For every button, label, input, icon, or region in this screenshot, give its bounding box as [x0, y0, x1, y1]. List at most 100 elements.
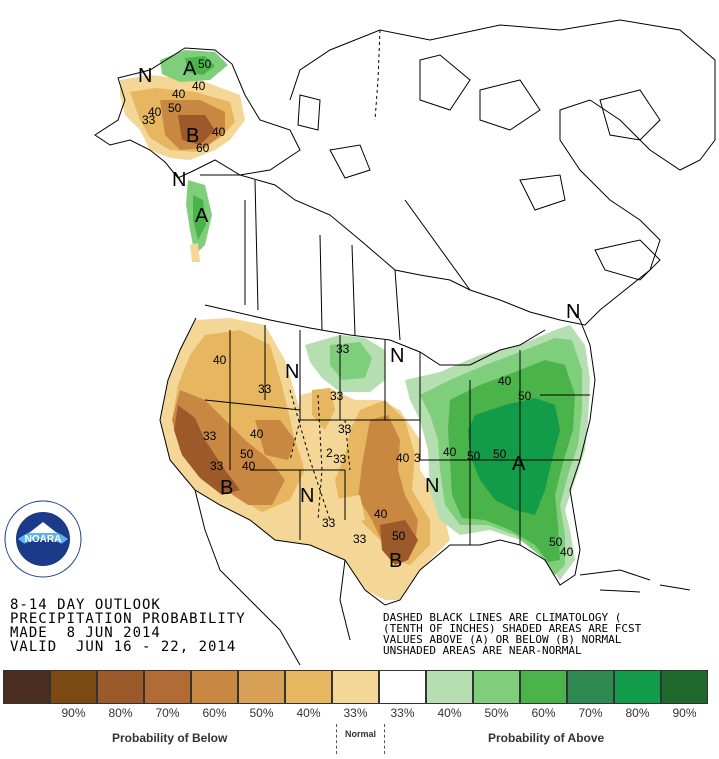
label-plains-33e: 33 [210, 459, 224, 473]
legend-tick-0: 90% [61, 706, 86, 720]
alaska-above-50 [185, 56, 215, 75]
label-east-40c: 40 [560, 545, 574, 559]
title-line-2: PRECIPITATION PROBABILITY [10, 611, 246, 627]
mexico-outline [194, 489, 351, 665]
label-west-33b: 33 [203, 429, 217, 443]
canada-province-lines [244, 179, 471, 341]
label-plains-n: N [285, 361, 299, 383]
label-alaska-40c: 40 [148, 105, 162, 119]
label-east-50c: 50 [518, 389, 532, 403]
label-north-n: N [390, 345, 404, 367]
title-line-1: 8-14 DAY OUTLOOK [10, 597, 161, 613]
note-line-2: (TENTH OF INCHES) SHADED AREAS ARE FCST [383, 622, 642, 635]
caribbean-islands [579, 569, 691, 593]
legend-tick-10: 60% [531, 706, 556, 720]
note-line-4: UNSHADED AREAS ARE NEAR-NORMAL [383, 644, 582, 657]
legend-tick-7: 33% [390, 706, 415, 720]
label-texas-b: B [389, 550, 402, 572]
label-east-40b: 40 [498, 374, 512, 388]
legend-tick-13: 90% [672, 706, 697, 720]
gulf-below-33 [330, 495, 365, 525]
note-line-1: DASHED BLACK LINES ARE CLIMATOLOGY ( [383, 611, 622, 624]
legend-separator-right [384, 724, 385, 754]
outlook-map: N A 50 40 40 50 33 40 B 40 60 N A 33 N 4… [94, 19, 716, 665]
north-america-outline [200, 19, 716, 326]
label-alaska-50: 50 [198, 57, 212, 71]
legend-swatch-7 [332, 670, 379, 704]
label-west-33a: 33 [258, 382, 272, 396]
shaded-areas [120, 50, 590, 600]
label-plains-50: 50 [392, 529, 406, 543]
legend-tick-12: 80% [625, 706, 650, 720]
title-line-4: VALID JUN 16 - 22, 2014 [10, 639, 237, 655]
label-alaska-40a: 40 [192, 79, 206, 93]
note-line-3: VALUES ABOVE (A) OR BELOW (B) NORMAL [383, 633, 622, 646]
west-below-60 [174, 405, 240, 495]
arctic-islands [297, 54, 661, 281]
legend-tick-2: 70% [155, 706, 180, 720]
legend-swatch-0 [3, 670, 50, 704]
alaska-outline [94, 47, 301, 179]
east-above-60 [468, 398, 560, 515]
legend-swatch-4 [191, 670, 238, 704]
label-east-50a: 50 [467, 449, 481, 463]
legend-tick-1: 80% [108, 706, 133, 720]
outlook-title: 8-14 DAY OUTLOOK PRECIPITATION PROBABILI… [10, 598, 246, 654]
alaska-below-60 [178, 115, 215, 145]
legend-separator-left [336, 724, 337, 754]
legend-tick-3: 60% [202, 706, 227, 720]
label-sw-n: N [300, 485, 314, 507]
legend-below-label: Probability of Below [112, 731, 228, 745]
label-plains-2: 2 [326, 446, 333, 460]
bc-above-50 [193, 195, 206, 240]
label-east-50d: 50 [549, 535, 563, 549]
texas-below-60 [380, 520, 418, 565]
label-plains-33a: 33 [330, 389, 344, 403]
legend-swatch-12 [567, 670, 614, 704]
legend-tick-5: 40% [296, 706, 321, 720]
noaa-logo: NOARA [4, 500, 82, 578]
legend-above-label: Probability of Above [488, 731, 605, 745]
label-plains-3: 3 [414, 451, 421, 465]
label-alaska-60: 60 [196, 141, 210, 155]
label-alaska-40b: 40 [172, 87, 186, 101]
label-west-b: B [220, 477, 233, 499]
label-east-50b: 50 [493, 447, 507, 461]
label-west-40c: 40 [250, 427, 264, 441]
legend-swatch-5 [238, 670, 285, 704]
label-north-33: 33 [336, 342, 350, 356]
legend-swatch-13 [614, 670, 661, 704]
logo-text: NOARA [25, 534, 62, 545]
label-alaska-b: B [186, 125, 199, 147]
legend-swatch-1 [50, 670, 97, 704]
label-alaska-50b: 50 [168, 101, 182, 115]
map-note: DASHED BLACK LINES ARE CLIMATOLOGY ( (TE… [383, 612, 641, 656]
legend-swatch-10 [473, 670, 520, 704]
label-alaska-33: 33 [142, 113, 156, 127]
label-west-50a: 50 [240, 447, 254, 461]
us-state-lines [204, 325, 590, 545]
legend-tick-9: 50% [484, 706, 509, 720]
label-mid-n: N [425, 475, 439, 497]
legend-swatch-3 [144, 670, 191, 704]
label-plains-33c: 33 [322, 516, 336, 530]
legend-swatch-6 [285, 670, 332, 704]
legend-tick-8: 40% [437, 706, 462, 720]
label-alaska-n: N [138, 65, 152, 87]
label-plains-40a: 40 [396, 451, 410, 465]
legend-tick-4: 50% [249, 706, 274, 720]
label-alaska-40d: 40 [212, 125, 226, 139]
legend-tick-11: 70% [578, 706, 603, 720]
label-plains-33d: 33 [353, 532, 367, 546]
title-line-3: MADE 8 JUN 2014 [10, 625, 161, 641]
legend-tick-6: 33% [343, 706, 368, 720]
west-below-50 [172, 390, 285, 505]
label-plains-40b: 40 [374, 507, 388, 521]
label-bc-a: A [195, 205, 209, 227]
legend-swatch-2 [97, 670, 144, 704]
label-ne-n: N [566, 301, 580, 323]
legend-swatch-11 [520, 670, 567, 704]
climatology-lines [289, 29, 381, 521]
label-west-40a: 40 [213, 353, 227, 367]
label-plains-33f: 33 [333, 452, 347, 466]
